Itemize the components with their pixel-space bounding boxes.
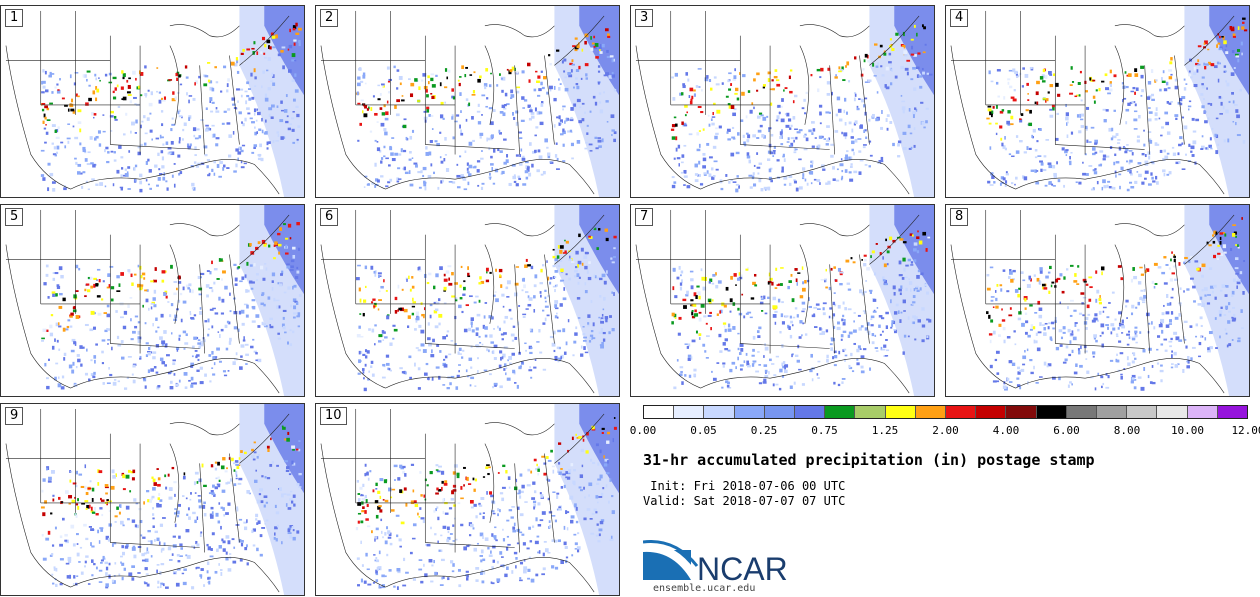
precipitation-map [316,205,619,396]
colorbar-swatch [1157,406,1188,418]
colorbar-tick-label: 0.25 [750,424,778,437]
colorbar-tick-label: 0.75 [811,424,838,437]
precipitation-colorbar [643,405,1248,419]
colorbar-swatch [885,406,916,418]
colorbar-swatch [915,406,947,418]
postage-stamp-map: 10 [315,403,620,596]
colorbar-swatch [825,406,856,418]
colorbar-swatch [734,406,765,418]
colorbar-swatch [1097,406,1128,418]
colorbar-swatch [946,406,977,418]
colorbar-swatch [855,406,886,418]
colorbar-swatch [674,406,705,418]
precipitation-map [631,205,934,396]
postage-stamp-map: 9 [0,403,305,596]
colorbar-swatch [976,406,1007,418]
colorbar-swatch [1217,406,1248,418]
colorbar-tick-label: 4.00 [992,424,1020,437]
colorbar-tick-label: 8.00 [1113,424,1141,437]
colorbar-tick-label: 2.00 [932,424,959,437]
init-time: Init: Fri 2018-07-06 00 UTC [643,479,846,493]
stamp-member-label: 5 [5,208,24,226]
colorbar-tick-label: 6.00 [1053,424,1080,437]
colorbar-tick-label: 10.00 [1170,424,1205,437]
postage-stamp-map: 1 [0,5,305,198]
precipitation-map [1,205,304,396]
colorbar-swatch [1036,406,1067,418]
colorbar-swatch [704,406,735,418]
postage-stamp-map: 6 [315,204,620,397]
postage-stamp-map: 5 [0,204,305,397]
site-url: ensemble.ucar.edu [653,583,756,594]
precipitation-map [1,404,304,595]
map-title: 31-hr accumulated precipitation (in) pos… [643,451,1095,469]
precipitation-map [316,6,619,197]
colorbar-tick-label: 0.00 [629,424,657,437]
colorbar-tick-label: 12.00 [1231,424,1260,437]
colorbar-swatch [1127,406,1158,418]
ncar-logo-text: NCAR [697,551,788,584]
colorbar-swatch [1066,406,1098,418]
colorbar-swatch [795,406,826,418]
colorbar-tick-label: 1.25 [871,424,899,437]
colorbar-swatch [644,406,675,418]
postage-stamp-map: 7 [630,204,935,397]
postage-stamp-map: 8 [945,204,1250,397]
precipitation-map [316,404,619,595]
colorbar-swatch [764,406,796,418]
postage-stamp-map: 3 [630,5,935,198]
precipitation-map [946,205,1249,396]
stamp-member-label: 7 [635,208,654,226]
stamp-member-label: 6 [320,208,339,226]
colorbar-tick-label: 0.05 [690,424,717,437]
ncar-logo: NCAR [643,540,788,584]
postage-stamp-map: 2 [315,5,620,198]
valid-time: Valid: Sat 2018-07-07 07 UTC [643,494,846,508]
postage-stamp-map: 4 [945,5,1250,198]
stamp-member-label: 2 [320,9,339,27]
stamp-member-label: 1 [5,9,24,27]
colorbar-swatch [1187,406,1218,418]
stamp-member-label: 10 [320,407,347,425]
stamp-member-label: 4 [950,9,969,27]
stamp-member-label: 8 [950,208,969,226]
colorbar-tick-labels: 0.00 0.05 0.25 0.75 1.25 2.00 4.00 6.00 8.00 10.0… [630,424,1260,438]
precipitation-map [946,6,1249,197]
precipitation-map [631,6,934,197]
stamp-member-label: 9 [5,407,24,425]
precipitation-map [1,6,304,197]
stamp-member-label: 3 [635,9,654,27]
colorbar-swatch [1006,406,1037,418]
